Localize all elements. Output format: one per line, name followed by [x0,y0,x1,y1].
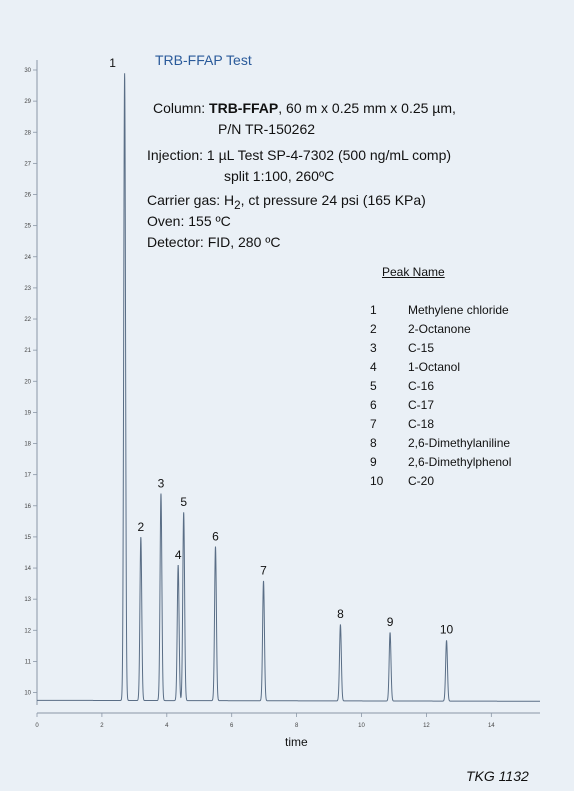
peak-number: 5 [370,379,377,393]
y-tick-label: 29 [24,99,31,105]
y-tick-label: 20 [24,379,31,385]
peak-compound-name: 2,6-Dimethylaniline [408,436,511,450]
y-tick-label: 26 [24,193,31,199]
peak-label-8: 8 [337,607,344,621]
y-tick-label: 27 [24,161,31,167]
column-prefix: Column: [153,100,210,116]
peak-number: 1 [370,303,377,317]
chart-title: TRB-FFAP Test [155,52,252,68]
x-tick-label: 0 [35,723,39,729]
y-tick-label: 30 [24,68,31,74]
peak-number: 9 [370,455,377,469]
injection-info: Injection: 1 µL Test SP-4-7302 (500 ng/m… [147,147,452,163]
carrier-subscript: 2 [234,198,241,212]
peak-compound-name: C-20 [408,474,435,488]
y-tick-label: 16 [24,504,31,510]
y-tick-label: 13 [24,597,31,603]
peak-compound-name: C-16 [408,379,435,393]
peak-number: 6 [370,398,377,412]
x-tick-label: 12 [423,723,430,729]
peak-label-10: 10 [440,623,454,637]
peak-table-row: 7 C-18 [370,417,434,431]
y-tick-label: 18 [24,442,31,448]
peak-label-7: 7 [260,563,267,577]
y-tick-label: 11 [25,659,32,665]
peak-compound-name: C-17 [408,398,435,412]
peak-table-row: 9 2,6-Dimethylphenol [370,455,511,469]
peak-label-3: 3 [158,476,165,490]
peak-table-row: 4 1-Octanol [370,360,460,374]
figure-code: TKG 1132 [466,768,529,784]
peak-compound-name: Methylene chloride [408,303,509,317]
peak-label-2: 2 [138,520,145,534]
peak-number: 10 [370,474,384,488]
peak-compound-name: 1-Octanol [408,360,461,374]
y-tick-label: 23 [24,286,31,292]
peak-compound-name: 2,6-Dimethylphenol [408,455,512,469]
oven-info: Oven: 155 ºC [147,213,231,229]
peak-table-row: 1 Methylene chloride [370,303,509,317]
y-axis: 10 11 12 13 14 15 16 17 18 19 20 21 22 23 24 25 26 27 28 29… [24,60,38,705]
column-name: TRB-FFAP [209,100,279,116]
peak-number: 8 [370,436,377,450]
peak-number: 7 [370,417,377,431]
peak-table-row: 10 C-20 [370,474,434,488]
carrier-prefix: Carrier gas: H [147,192,235,208]
y-tick-label: 25 [24,224,31,230]
peak-label-4: 4 [175,548,182,562]
peak-number: 4 [370,360,377,374]
carrier-spec: , ct pressure 24 psi (165 KPa) [240,192,426,208]
part-number: P/N TR-150262 [218,121,316,137]
peak-labels: 1 2 3 4 5 6 7 8 9 10 [109,56,453,637]
peak-table-row: 2 2-Octanone [370,322,471,336]
peak-number: 3 [370,341,377,355]
y-tick-label: 21 [24,348,31,354]
y-tick-label: 22 [24,317,31,323]
chromatogram-trace [37,73,540,702]
y-tick-label: 19 [24,410,31,416]
peak-table-row: 6 C-17 [370,398,434,412]
x-tick-label: 6 [230,723,234,729]
peak-table-header: Peak Name [382,265,445,279]
peak-table-row: 3 C-15 [370,341,434,355]
peak-compound-name: C-15 [408,341,435,355]
peak-label-6: 6 [212,529,219,543]
split-info: split 1:100, 260ºC [224,168,335,184]
x-tick-label: 14 [488,723,495,729]
peak-label-9: 9 [387,615,394,629]
peak-number: 2 [370,322,377,336]
y-tick-label: 12 [24,628,31,634]
y-tick-label: 15 [24,535,31,541]
column-info: Column: TRB-FFAP, 60 m x 0.25 mm x 0.25 … [153,98,456,119]
detector-info: Detector: FID, 280 ºC [147,234,281,250]
column-spec: , 60 m x 0.25 mm x 0.25 µm, [278,100,456,116]
peak-compound-name: C-18 [408,417,435,431]
y-tick-label: 24 [24,255,31,261]
x-tick-label: 4 [165,723,169,729]
peak-label-5: 5 [180,495,187,509]
peak-compound-name: 2-Octanone [408,322,471,336]
peak-label-1: 1 [109,56,116,70]
y-tick-label: 10 [24,691,31,697]
x-axis: 0 2 4 6 8 10 12 14 [35,712,540,729]
x-tick-label: 8 [295,723,299,729]
y-tick-label: 17 [24,473,31,479]
peak-table-row: 5 C-16 [370,379,434,393]
carrier-gas-info: Carrier gas: H2, ct pressure 24 psi (165… [147,190,426,216]
x-axis-label: time [285,735,308,749]
y-tick-label: 14 [24,566,31,572]
y-tick-label: 28 [24,130,31,136]
x-tick-label: 2 [100,723,104,729]
peak-table-row: 8 2,6-Dimethylaniline [370,436,510,450]
x-tick-label: 10 [358,723,365,729]
